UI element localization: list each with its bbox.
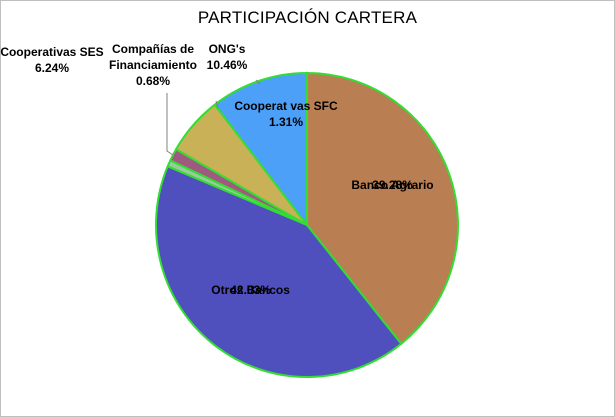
callout-ongs: ONG's 10.46% bbox=[207, 42, 248, 72]
callout-cooperativas-ses-line: Cooperativas SES bbox=[0, 45, 103, 59]
leader-line-ongs bbox=[215, 100, 219, 109]
slice-label-cooperativas-sfc: Cooperat vas SFC 1.31% bbox=[234, 99, 338, 129]
callout-companias-financiamiento: Compañías de Financiamiento 0.68% bbox=[109, 42, 197, 88]
pie-slices bbox=[154, 72, 459, 378]
callout-companias-financiamiento-line: 0.68% bbox=[136, 74, 170, 88]
leader-line-companias-financiamiento bbox=[166, 93, 174, 156]
slice-label-banco-agrario-line: 39.28% bbox=[372, 178, 413, 192]
callout-companias-financiamiento-line: Financiamiento bbox=[109, 58, 197, 72]
callout-ongs-line: 10.46% bbox=[207, 58, 248, 72]
slice-label-otros-bancos: Otros Bancos42.03% bbox=[211, 283, 290, 297]
leader-lines bbox=[166, 79, 261, 156]
callout-ongs-line: ONG's bbox=[209, 42, 246, 56]
slice-label-cooperativas-sfc-line: Cooperat vas SFC bbox=[234, 99, 338, 113]
pie-slice-ong-s bbox=[213, 72, 308, 226]
pie-labels: Banco Agrario39.28% Otros Bancos42.03% Coo… bbox=[0, 42, 433, 297]
callout-cooperativas-ses-line: 6.24% bbox=[35, 61, 69, 75]
callout-cooperativas-ses: Cooperativas SES 6.24% bbox=[0, 45, 103, 75]
slice-label-banco-agrario: Banco Agrario39.28% bbox=[351, 178, 433, 192]
pie-slice-banco-agrario bbox=[306, 72, 459, 345]
pie-slice-otros-bancos bbox=[154, 165, 403, 378]
slice-label-otros-bancos-line: Otros Bancos bbox=[211, 283, 290, 297]
slice-label-cooperativas-sfc-line: 1.31% bbox=[269, 115, 303, 129]
callout-companias-financiamiento-line: Compañías de bbox=[112, 42, 194, 56]
leader-line-ongs-2 bbox=[255, 79, 261, 85]
chart-title: PARTICIPACIÓN CARTERA bbox=[197, 8, 418, 27]
slice-label-otros-bancos-line: 42.03% bbox=[230, 283, 271, 297]
slice-label-banco-agrario-line: Banco Agrario bbox=[351, 178, 433, 192]
